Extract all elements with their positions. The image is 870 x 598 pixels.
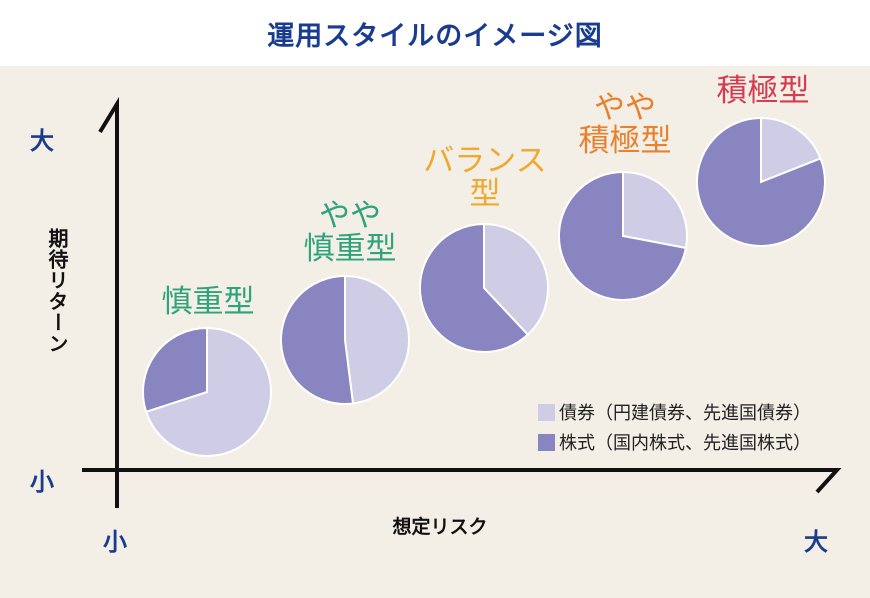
pie-slice-bonds — [622, 170, 688, 250]
pie-slice-bonds — [483, 222, 549, 337]
pie-slice-bonds — [144, 326, 272, 457]
style-label-line: バランス — [423, 143, 547, 179]
y-axis-low: 小 — [30, 468, 54, 496]
style-label-line: 積極型 — [578, 122, 672, 159]
style-label-balanced: バランス型 — [405, 145, 565, 210]
style-label-line: 型 — [469, 175, 501, 212]
style-label-line: 慎重型 — [303, 230, 397, 267]
pie-slice-bonds — [344, 274, 410, 405]
legend-item-stocks: 株式（国内株式、先進国株式） — [538, 427, 811, 457]
pie-slice-stocks — [419, 222, 530, 353]
pie-slice-stocks — [142, 326, 208, 414]
legend-swatch-bonds — [538, 403, 555, 421]
style-label-cautious: 慎重型 — [128, 286, 288, 319]
pie-slice-stocks — [558, 170, 688, 301]
x-axis-label: 想定リスク — [392, 516, 488, 538]
pie-slice-bonds — [760, 116, 822, 184]
y-axis-label: 期待リターン — [45, 228, 69, 354]
legend-item-bonds: 債券（円建債券、先進国債券） — [538, 397, 811, 427]
legend-label-bonds: 債券（円建債券、先進国債券） — [559, 403, 811, 424]
style-label-somewhat-cautious: やや 慎重型 — [270, 200, 430, 265]
style-label-aggressive: 積極型 — [683, 75, 843, 108]
legend-label-stocks: 株式（国内株式、先進国株式） — [559, 433, 811, 454]
style-label-line: やや — [319, 198, 381, 234]
legend: 債券（円建債券、先進国債券） 株式（国内株式、先進国株式） — [538, 397, 811, 457]
pie-group — [142, 116, 826, 457]
style-label-line: やや — [594, 90, 656, 126]
legend-swatch-stocks — [538, 433, 555, 451]
x-axis-low: 小 — [103, 528, 127, 556]
page-title: 運用スタイルのイメージ図 — [267, 20, 603, 52]
style-label-line: 慎重型 — [161, 284, 255, 320]
pie-slice-stocks — [280, 274, 355, 405]
pie-slice-stocks — [696, 116, 826, 247]
y-axis-high: 大 — [30, 127, 54, 155]
style-label-line: 積極型 — [716, 73, 810, 109]
style-label-somewhat-aggressive: やや 積極型 — [545, 92, 705, 157]
x-axis-high: 大 — [804, 528, 828, 556]
